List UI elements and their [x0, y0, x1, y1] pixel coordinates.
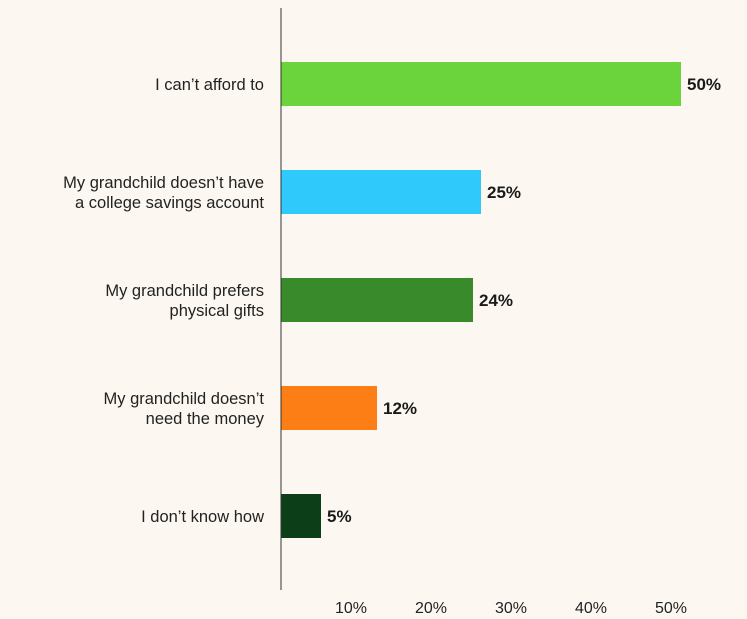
category-label-line: My grandchild doesn’t [103, 390, 264, 408]
value-label-1: 50% [687, 75, 721, 94]
category-label-line: I can’t afford to [155, 76, 264, 94]
value-label-3: 24% [479, 291, 513, 310]
category-label-1: I can’t afford to [155, 76, 264, 94]
x-tick-label-1: 10% [335, 600, 367, 617]
value-label-2: 25% [487, 183, 521, 202]
category-label-5: I don’t know how [141, 508, 264, 526]
x-tick-label-4: 40% [575, 600, 607, 617]
bars-group [281, 62, 681, 538]
category-labels-group: I can’t afford to My grandchild doesn’t h… [63, 76, 265, 526]
bar-5 [281, 494, 321, 538]
category-label-4: My grandchild doesn’t need the money [103, 390, 264, 428]
category-label-line: a college savings account [75, 194, 264, 212]
category-label-line: need the money [146, 410, 265, 428]
bar-3 [281, 278, 473, 322]
category-label-line: I don’t know how [141, 508, 264, 526]
value-labels-group: 50% 25% 24% 12% 5% [327, 75, 721, 526]
bar-4 [281, 386, 377, 430]
bar-2 [281, 170, 481, 214]
value-label-4: 12% [383, 399, 417, 418]
category-label-line: My grandchild prefers [105, 282, 264, 300]
bar-1 [281, 62, 681, 106]
x-axis-ticks-group: 10% 20% 30% 40% 50% [335, 600, 687, 617]
value-label-5: 5% [327, 507, 352, 526]
category-label-2: My grandchild doesn’t have a college savi… [63, 174, 264, 212]
x-tick-label-5: 50% [655, 600, 687, 617]
category-label-line: physical gifts [170, 302, 264, 320]
category-label-3: My grandchild prefers physical gifts [105, 282, 264, 320]
x-tick-label-3: 30% [495, 600, 527, 617]
category-label-line: My grandchild doesn’t have [63, 174, 264, 192]
x-tick-label-2: 20% [415, 600, 447, 617]
